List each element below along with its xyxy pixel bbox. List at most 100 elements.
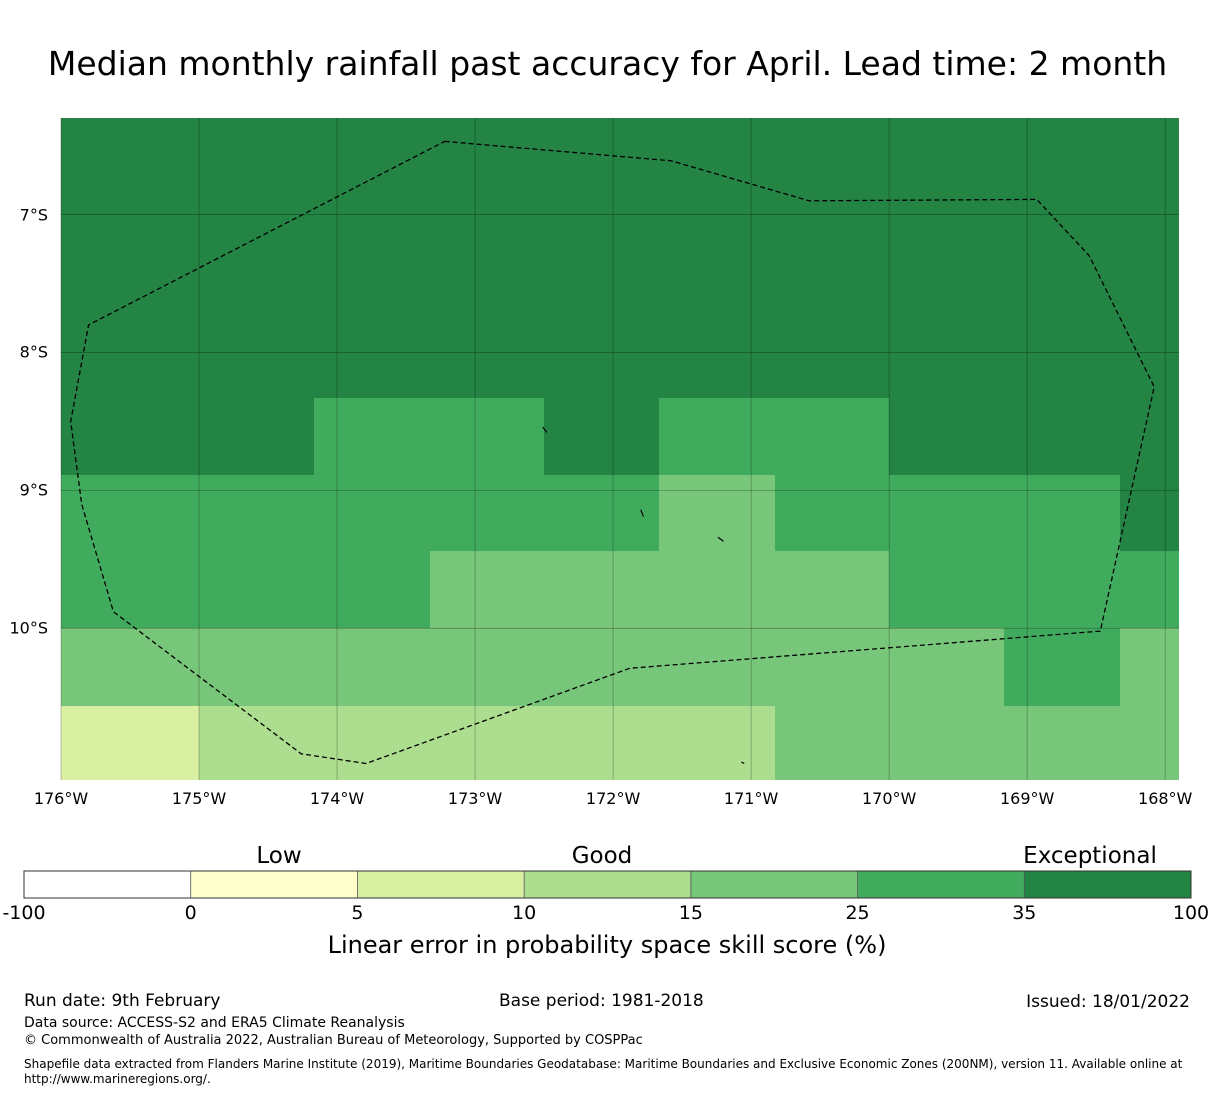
heatmap-cell [314, 551, 430, 628]
heatmap-cell [1120, 475, 1179, 551]
longitude-tick-label: 168°W [1138, 789, 1193, 808]
longitude-tick-label: 172°W [585, 789, 641, 808]
longitude-tick-label: 169°W [999, 789, 1055, 808]
colorbar-tick-label: 5 [351, 902, 364, 924]
heatmap-cell [314, 398, 430, 475]
eez-boundary [70, 140, 1155, 765]
latitude-tick-label: 10°S [9, 618, 48, 638]
heatmap-cell [430, 628, 544, 706]
colorbar-segment [357, 871, 525, 898]
shapefile-credit: Shapefile data extracted from Flanders M… [24, 1057, 1183, 1086]
heatmap-cell [889, 118, 1004, 398]
colorbar-label: Linear error in probability space skill … [327, 931, 887, 959]
colorbar-border [23, 870, 1192, 899]
heatmap-cell [659, 628, 775, 706]
longitude-tick-label: 170°W [861, 789, 917, 808]
longitude-tick-label: 173°W [447, 789, 503, 808]
heatmap-cell [1004, 475, 1120, 551]
base-period: Base period: 1981-2018 [499, 991, 704, 1011]
colorbar-tick-label: 15 [678, 902, 703, 924]
category-label-low: Low [256, 843, 302, 869]
category-label-good: Good [571, 843, 633, 869]
heatmap-cell [775, 398, 889, 475]
heatmap-cell [1004, 398, 1120, 475]
issued-date: Issued: 18/01/2022 [1026, 992, 1190, 1012]
heatmap-cell [659, 398, 775, 475]
colorbar-tick-label: 0 [184, 902, 197, 924]
heatmap-cell [61, 118, 199, 398]
heatmap-cell [544, 118, 659, 398]
heatmap-cell [1120, 398, 1179, 475]
heatmap-cell [61, 628, 199, 706]
heatmap-cell [775, 628, 889, 706]
heatmap-cell [1004, 628, 1120, 706]
heatmap-cell [199, 398, 314, 475]
latitude-tick-label: 8°S [19, 342, 48, 362]
island-outline [741, 761, 745, 764]
heatmap-cell [314, 628, 430, 706]
heatmap-cell [659, 706, 775, 780]
heatmap-cell [775, 118, 889, 398]
colorbar-tick-label: 25 [845, 902, 870, 924]
heatmap-cell [889, 398, 1004, 475]
latitude-tick-label: 7°S [19, 205, 48, 225]
island-outline [542, 426, 548, 433]
heatmap-cell [61, 706, 199, 780]
heatmap-cell [775, 706, 889, 780]
rainfall-accuracy-map [60, 118, 1179, 780]
colorbar-segment [1024, 871, 1191, 898]
heatmap-cell [659, 475, 775, 551]
heatmap-cell [659, 551, 775, 628]
heatmap-cell [314, 475, 430, 551]
page-title: Median monthly rainfall past accuracy fo… [47, 44, 1168, 83]
category-label-exceptional: Exceptional [1023, 843, 1157, 869]
heatmap-cell [199, 475, 314, 551]
longitude-tick-label: 174°W [309, 789, 365, 808]
colorbar-segment [24, 871, 191, 898]
heatmap-cell [314, 118, 430, 398]
heatmap-cell [1004, 706, 1120, 780]
heatmap-cell [430, 706, 544, 780]
colorbar-segment [857, 871, 1025, 898]
colorbar-tick-label: 10 [512, 902, 537, 924]
heatmap-cell [544, 398, 659, 475]
heatmap-cell [430, 118, 544, 398]
heatmap-cell [544, 475, 659, 551]
heatmap-cell [430, 475, 544, 551]
latitude-tick-label: 9°S [19, 480, 48, 500]
colorbar-segment [190, 871, 358, 898]
heatmap-cell [889, 475, 1004, 551]
colorbar-tick-label: 35 [1012, 902, 1037, 924]
heatmap-cell [199, 551, 314, 628]
longitude-tick-label: 175°W [171, 789, 227, 808]
colorbar-tick-label: -100 [2, 902, 46, 924]
heatmap-cell [889, 551, 1004, 628]
heatmap-cell [314, 706, 430, 780]
heatmap-cell [1120, 551, 1179, 628]
longitude-tick-label: 176°W [33, 789, 89, 808]
colorbar-segment [690, 871, 858, 898]
heatmap-cell [775, 551, 889, 628]
island-outline [717, 536, 724, 542]
heatmap-cell [199, 628, 314, 706]
copyright: © Commonwealth of Australia 2022, Austra… [24, 1033, 643, 1048]
heatmap-cell [61, 398, 199, 475]
run-date: Run date: 9th February [24, 991, 221, 1011]
colorbar-tick-label: 100 [1172, 902, 1210, 924]
heatmap-cell [199, 706, 314, 780]
heatmap-cell [775, 475, 889, 551]
heatmap-cell [1004, 118, 1120, 398]
heatmap-cell [1120, 628, 1179, 706]
heatmap-cell [889, 706, 1004, 780]
heatmap-cell [1120, 706, 1179, 780]
heatmap-cell [61, 551, 199, 628]
heatmap-cell [544, 551, 659, 628]
heatmap-cell [61, 475, 199, 551]
heatmap-cell [544, 628, 659, 706]
heatmap-cell [1120, 118, 1179, 398]
colorbar-segment [524, 871, 691, 898]
colorbar [23, 870, 1192, 899]
heatmap-cell [659, 118, 775, 398]
heatmap-cell [1004, 551, 1120, 628]
longitude-tick-label: 171°W [723, 789, 779, 808]
